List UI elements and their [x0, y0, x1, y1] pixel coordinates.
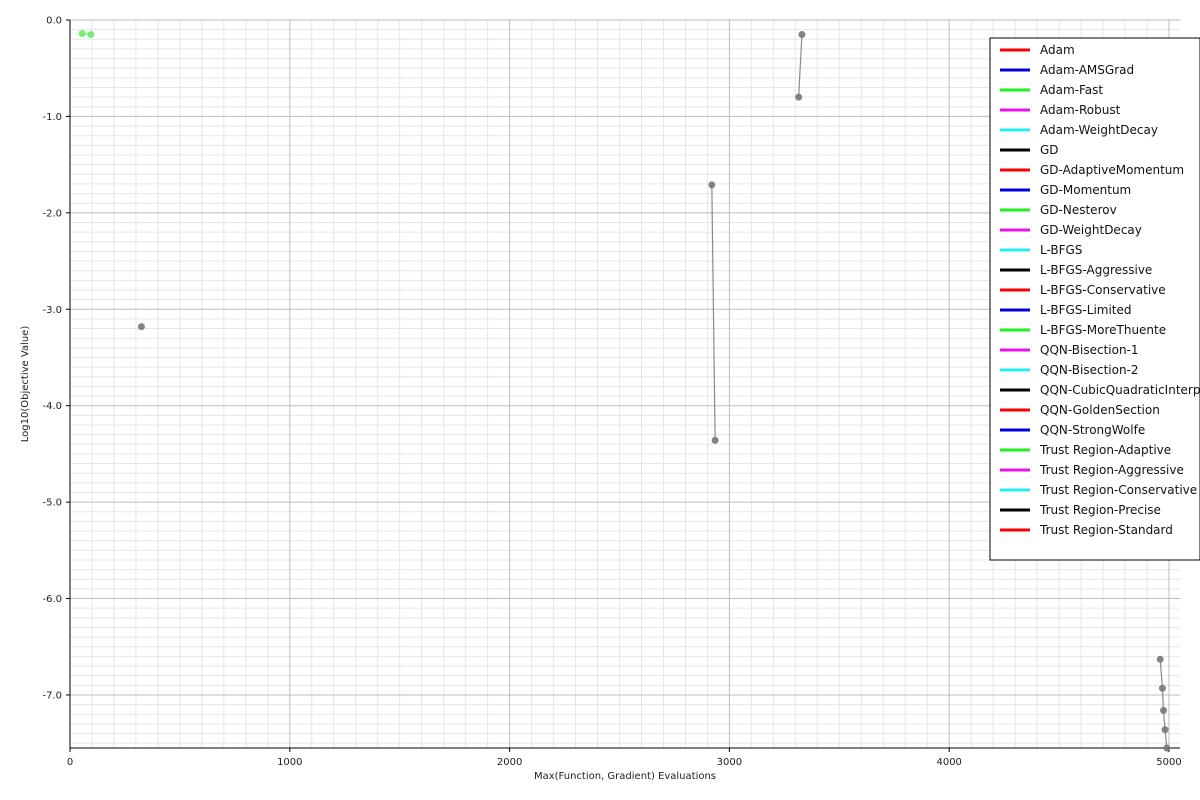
legend-label: Trust Region-Aggressive [1039, 463, 1184, 477]
legend-label: L-BFGS-MoreThuente [1040, 323, 1166, 337]
data-point [1159, 685, 1166, 692]
y-tick-label: -5.0 [42, 498, 62, 509]
legend-label: Adam [1040, 43, 1075, 57]
legend-label: Trust Region-Conservative [1039, 483, 1197, 497]
legend-label: Trust Region-Standard [1039, 523, 1173, 537]
legend-label: Adam-Fast [1040, 83, 1103, 97]
legend-label: QQN-GoldenSection [1040, 403, 1160, 417]
legend-label: Trust Region-Adaptive [1039, 443, 1171, 457]
x-tick-label: 4000 [936, 757, 961, 768]
y-tick-label: 0.0 [46, 16, 62, 27]
legend-label: QQN-CubicQuadraticInterpolation [1040, 383, 1200, 397]
data-point [1163, 745, 1170, 752]
legend-label: GD-AdaptiveMomentum [1040, 163, 1184, 177]
legend: Adam Adam-AMSGrad Adam-Fast Adam-Robust Adam… [990, 38, 1200, 560]
legend-label: L-BFGS-Conservative [1040, 283, 1166, 297]
data-point [798, 31, 805, 38]
y-tick-label: -2.0 [42, 208, 62, 219]
data-point [79, 30, 86, 37]
data-point [87, 31, 94, 38]
data-point [138, 323, 145, 330]
x-tick-label: 3000 [717, 757, 742, 768]
legend-label: Adam-Robust [1040, 103, 1121, 117]
y-tick-label: -4.0 [42, 401, 62, 412]
legend-label: Trust Region-Precise [1039, 503, 1161, 517]
legend-label: QQN-Bisection-1 [1040, 343, 1139, 357]
legend-label: L-BFGS [1040, 243, 1082, 257]
x-tick-label: 0 [67, 757, 73, 768]
legend-label: GD-WeightDecay [1040, 223, 1142, 237]
legend-label: GD-Momentum [1040, 183, 1131, 197]
data-point [712, 437, 719, 444]
legend-label: L-BFGS-Limited [1040, 303, 1132, 317]
data-point [1160, 707, 1167, 714]
y-tick-label: -1.0 [42, 112, 62, 123]
y-tick-label: -6.0 [42, 594, 62, 605]
data-point [708, 181, 715, 188]
legend-label: GD-Nesterov [1040, 203, 1117, 217]
x-axis-title: Max(Function, Gradient) Evaluations [534, 771, 716, 782]
x-tick-label: 1000 [277, 757, 302, 768]
y-tick-label: -3.0 [42, 305, 62, 316]
data-point [795, 94, 802, 101]
x-tick-label: 2000 [497, 757, 522, 768]
legend-label: QQN-StrongWolfe [1040, 423, 1145, 437]
data-point [1157, 656, 1164, 663]
legend-label: QQN-Bisection-2 [1040, 363, 1139, 377]
data-point [1162, 726, 1169, 733]
legend-label: L-BFGS-Aggressive [1040, 263, 1152, 277]
legend-label: Adam-AMSGrad [1040, 63, 1134, 77]
legend-label: Adam-WeightDecay [1040, 123, 1158, 137]
legend-label: GD [1040, 143, 1059, 157]
y-tick-label: -7.0 [42, 690, 62, 701]
y-axis-title: Log10(Objective Value) [20, 326, 31, 443]
x-tick-label: 5000 [1156, 757, 1181, 768]
